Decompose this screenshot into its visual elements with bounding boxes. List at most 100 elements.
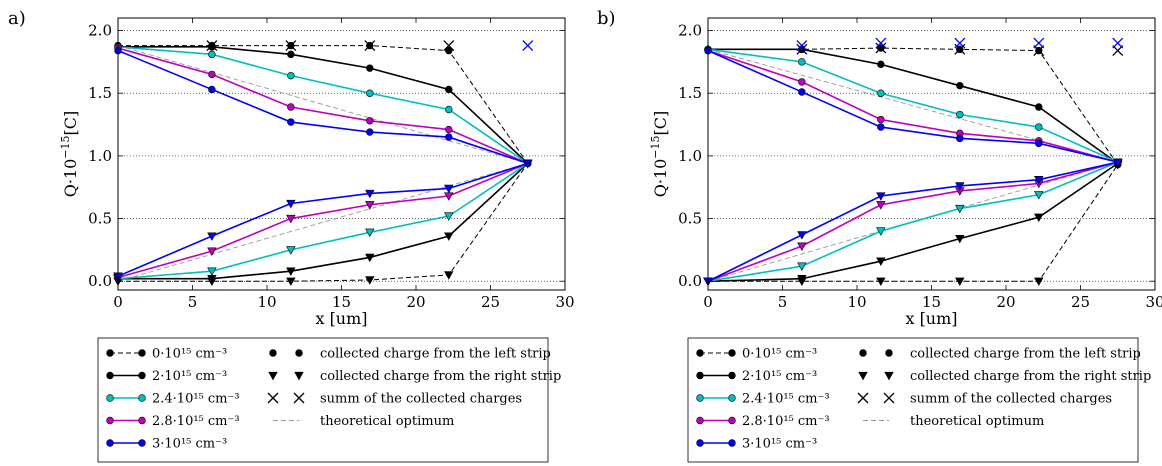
legend-marker bbox=[728, 394, 736, 402]
data-point-right bbox=[207, 267, 217, 277]
data-point-right bbox=[444, 232, 454, 241]
x-tick-label: 5 bbox=[778, 293, 788, 311]
x-axis-label: x [um] bbox=[315, 309, 367, 328]
data-point-left bbox=[287, 71, 295, 80]
data-point-left bbox=[208, 70, 216, 79]
sum-marker-b bbox=[1112, 37, 1124, 49]
sum-marker-b bbox=[954, 37, 966, 49]
data-point-right bbox=[365, 276, 375, 285]
legend-box bbox=[687, 337, 1139, 463]
x-tick-label: 10 bbox=[847, 293, 866, 311]
series-line-right bbox=[707, 161, 1119, 283]
sum-marker-b bbox=[796, 40, 808, 52]
data-point-right bbox=[797, 242, 807, 251]
x-tick-label: 5 bbox=[188, 293, 198, 311]
data-point-left bbox=[798, 78, 806, 86]
legend-marker bbox=[696, 371, 704, 380]
data-point-right bbox=[286, 214, 296, 224]
data-point-right bbox=[286, 277, 296, 287]
data-point-left bbox=[956, 81, 964, 90]
data-point-right bbox=[523, 159, 533, 169]
legend-marker-b bbox=[857, 392, 869, 404]
legend-marker-b bbox=[267, 392, 279, 404]
legend-label: 3·10¹⁵ cm⁻³ bbox=[742, 437, 817, 452]
series-line-right bbox=[118, 163, 529, 282]
data-point-left bbox=[366, 64, 374, 72]
sum-marker bbox=[954, 37, 966, 49]
sum-marker-b bbox=[206, 40, 218, 52]
data-point-right bbox=[365, 253, 375, 263]
data-point-left bbox=[366, 89, 374, 97]
data-point-right bbox=[444, 212, 454, 221]
data-point-right bbox=[444, 271, 454, 280]
data-point-left bbox=[956, 134, 964, 143]
data-point-right bbox=[1034, 176, 1044, 185]
legend-marker bbox=[858, 371, 868, 381]
legend-marker bbox=[728, 371, 736, 380]
legend-marker bbox=[138, 371, 146, 380]
data-point-right bbox=[955, 277, 965, 287]
y-tick-label: 0.0 bbox=[678, 272, 702, 290]
legend-marker bbox=[294, 371, 304, 381]
legend-marker bbox=[885, 349, 893, 357]
data-point-right bbox=[365, 189, 375, 199]
series-line-left bbox=[707, 48, 1119, 163]
legend-marker bbox=[883, 392, 895, 404]
legend-marker bbox=[295, 349, 303, 357]
sum-marker bbox=[522, 40, 534, 52]
series-line-left bbox=[118, 45, 529, 164]
data-point-right bbox=[955, 234, 965, 244]
sum-marker-b bbox=[522, 40, 534, 52]
legend-box bbox=[97, 337, 549, 463]
y-axis-label-unit: [C] bbox=[61, 111, 80, 136]
sum-marker bbox=[206, 40, 218, 52]
sum-marker bbox=[875, 42, 887, 54]
x-tick-label: 0 bbox=[703, 293, 713, 311]
legend-marker bbox=[696, 416, 704, 425]
y-tick-label: 0.5 bbox=[88, 210, 112, 228]
data-point-right bbox=[365, 228, 375, 238]
data-point-left bbox=[208, 43, 216, 51]
legend-marker bbox=[696, 349, 704, 357]
series-line-right bbox=[117, 162, 529, 279]
legend-marker-b bbox=[883, 392, 895, 404]
sum-marker bbox=[1033, 37, 1045, 49]
series-line-left bbox=[117, 49, 529, 165]
legend-marker bbox=[138, 416, 146, 425]
data-point-right bbox=[207, 232, 217, 241]
x-tick-label: 0 bbox=[113, 293, 123, 311]
series-line-left bbox=[707, 49, 1118, 163]
data-point-right bbox=[444, 184, 454, 194]
legend-marker bbox=[138, 394, 146, 402]
data-point-right bbox=[365, 201, 375, 210]
data-point-right bbox=[207, 247, 217, 256]
y-axis-label: Q·10−15[C] bbox=[649, 111, 670, 198]
legend-marker bbox=[293, 392, 305, 404]
sum-marker bbox=[285, 40, 297, 52]
legend-marker bbox=[268, 371, 278, 381]
series-line-left bbox=[117, 46, 529, 165]
panel-label: a) bbox=[8, 8, 26, 29]
x-tick-label: 30 bbox=[555, 293, 574, 311]
legend-marker bbox=[106, 416, 114, 425]
data-point-right bbox=[876, 227, 886, 236]
legend-label: collected charge from the left strip bbox=[910, 347, 1141, 362]
sum-marker-b bbox=[875, 42, 887, 54]
data-point-left bbox=[445, 133, 453, 141]
data-point-left bbox=[287, 103, 295, 111]
panel-b: b) 0 5 10 15 20 25 30 0.0 0.5 1.0 1.5 2.0 x [um] Q·10−… bbox=[597, 8, 1162, 463]
data-point-right bbox=[1034, 277, 1044, 287]
legend-label: 0·10¹⁵ cm⁻³ bbox=[742, 347, 817, 362]
data-point-right bbox=[286, 246, 296, 255]
legend-marker bbox=[859, 349, 867, 357]
legend-marker bbox=[269, 349, 277, 357]
sum-marker-b bbox=[875, 37, 887, 49]
legend-label: theoretical optimum bbox=[320, 414, 454, 429]
legend-label: collected charge from the left strip bbox=[320, 347, 551, 362]
x-tick-label: 25 bbox=[481, 293, 500, 311]
data-point-right bbox=[797, 231, 807, 240]
legend-label: 2·10¹⁵ cm⁻³ bbox=[742, 369, 817, 384]
theoretical-optimum-line bbox=[707, 161, 1118, 282]
legend-marker bbox=[106, 349, 114, 357]
